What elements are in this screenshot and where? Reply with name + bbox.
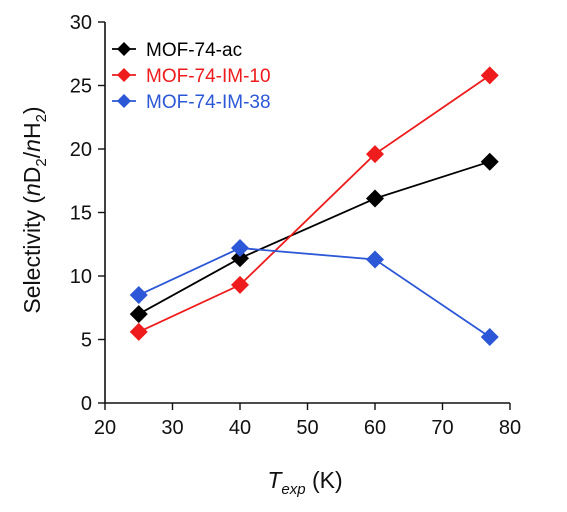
x-tick-label: 20 bbox=[94, 417, 116, 439]
axes: 0 5 10 15 20 25 30 20 30 40 50 60 70 80 bbox=[70, 12, 521, 439]
data-point-1-0 bbox=[129, 322, 148, 341]
series-line-0 bbox=[138, 160, 491, 315]
data-point-2-3 bbox=[480, 327, 499, 346]
y-tick-label: 10 bbox=[70, 266, 92, 288]
data-point-2-2 bbox=[366, 250, 384, 269]
data-point-0-1 bbox=[231, 249, 249, 268]
y-tick-label: 30 bbox=[70, 12, 92, 34]
x-tick-label: 70 bbox=[431, 417, 453, 439]
x-tick-label: 50 bbox=[296, 417, 318, 439]
series-lines bbox=[138, 74, 491, 338]
legend-label-0: MOF-74-ac bbox=[146, 40, 242, 61]
x-tick-label: 60 bbox=[364, 417, 386, 439]
data-point-0-3 bbox=[480, 152, 499, 171]
y-tick-label: 20 bbox=[70, 139, 92, 161]
data-point-2-1 bbox=[231, 239, 249, 258]
y-tick-label: 0 bbox=[81, 393, 92, 415]
y-tick-label: 15 bbox=[70, 203, 92, 225]
legend-marker-1 bbox=[117, 68, 131, 82]
data-point-0-0 bbox=[129, 305, 148, 324]
x-tick-label: 40 bbox=[229, 417, 251, 439]
data-point-0-2 bbox=[366, 189, 384, 208]
x-tick-label: 30 bbox=[161, 417, 183, 439]
y-tick-label: 25 bbox=[70, 76, 92, 98]
data-point-1-2 bbox=[366, 145, 384, 164]
series-markers bbox=[129, 66, 499, 346]
y-tick-label: 5 bbox=[81, 330, 92, 352]
legend-label-1: MOF-74-IM-10 bbox=[146, 66, 271, 87]
y-axis-label: Selectivity (nD2/nH2) bbox=[19, 106, 50, 313]
legend: MOF-74-ac MOF-74-IM-10 MOF-74-IM-38 bbox=[112, 40, 271, 113]
legend-label-2: MOF-74-IM-38 bbox=[146, 92, 271, 113]
legend-marker-2 bbox=[117, 94, 131, 108]
x-axis-label: Texp (K) bbox=[267, 467, 342, 498]
data-point-1-1 bbox=[231, 275, 249, 294]
series-line-2 bbox=[138, 247, 491, 338]
series-line-1 bbox=[138, 74, 491, 333]
data-point-1-3 bbox=[480, 66, 499, 85]
x-tick-label: 80 bbox=[499, 417, 521, 439]
legend-marker-0 bbox=[117, 42, 131, 56]
data-point-2-0 bbox=[129, 286, 148, 305]
